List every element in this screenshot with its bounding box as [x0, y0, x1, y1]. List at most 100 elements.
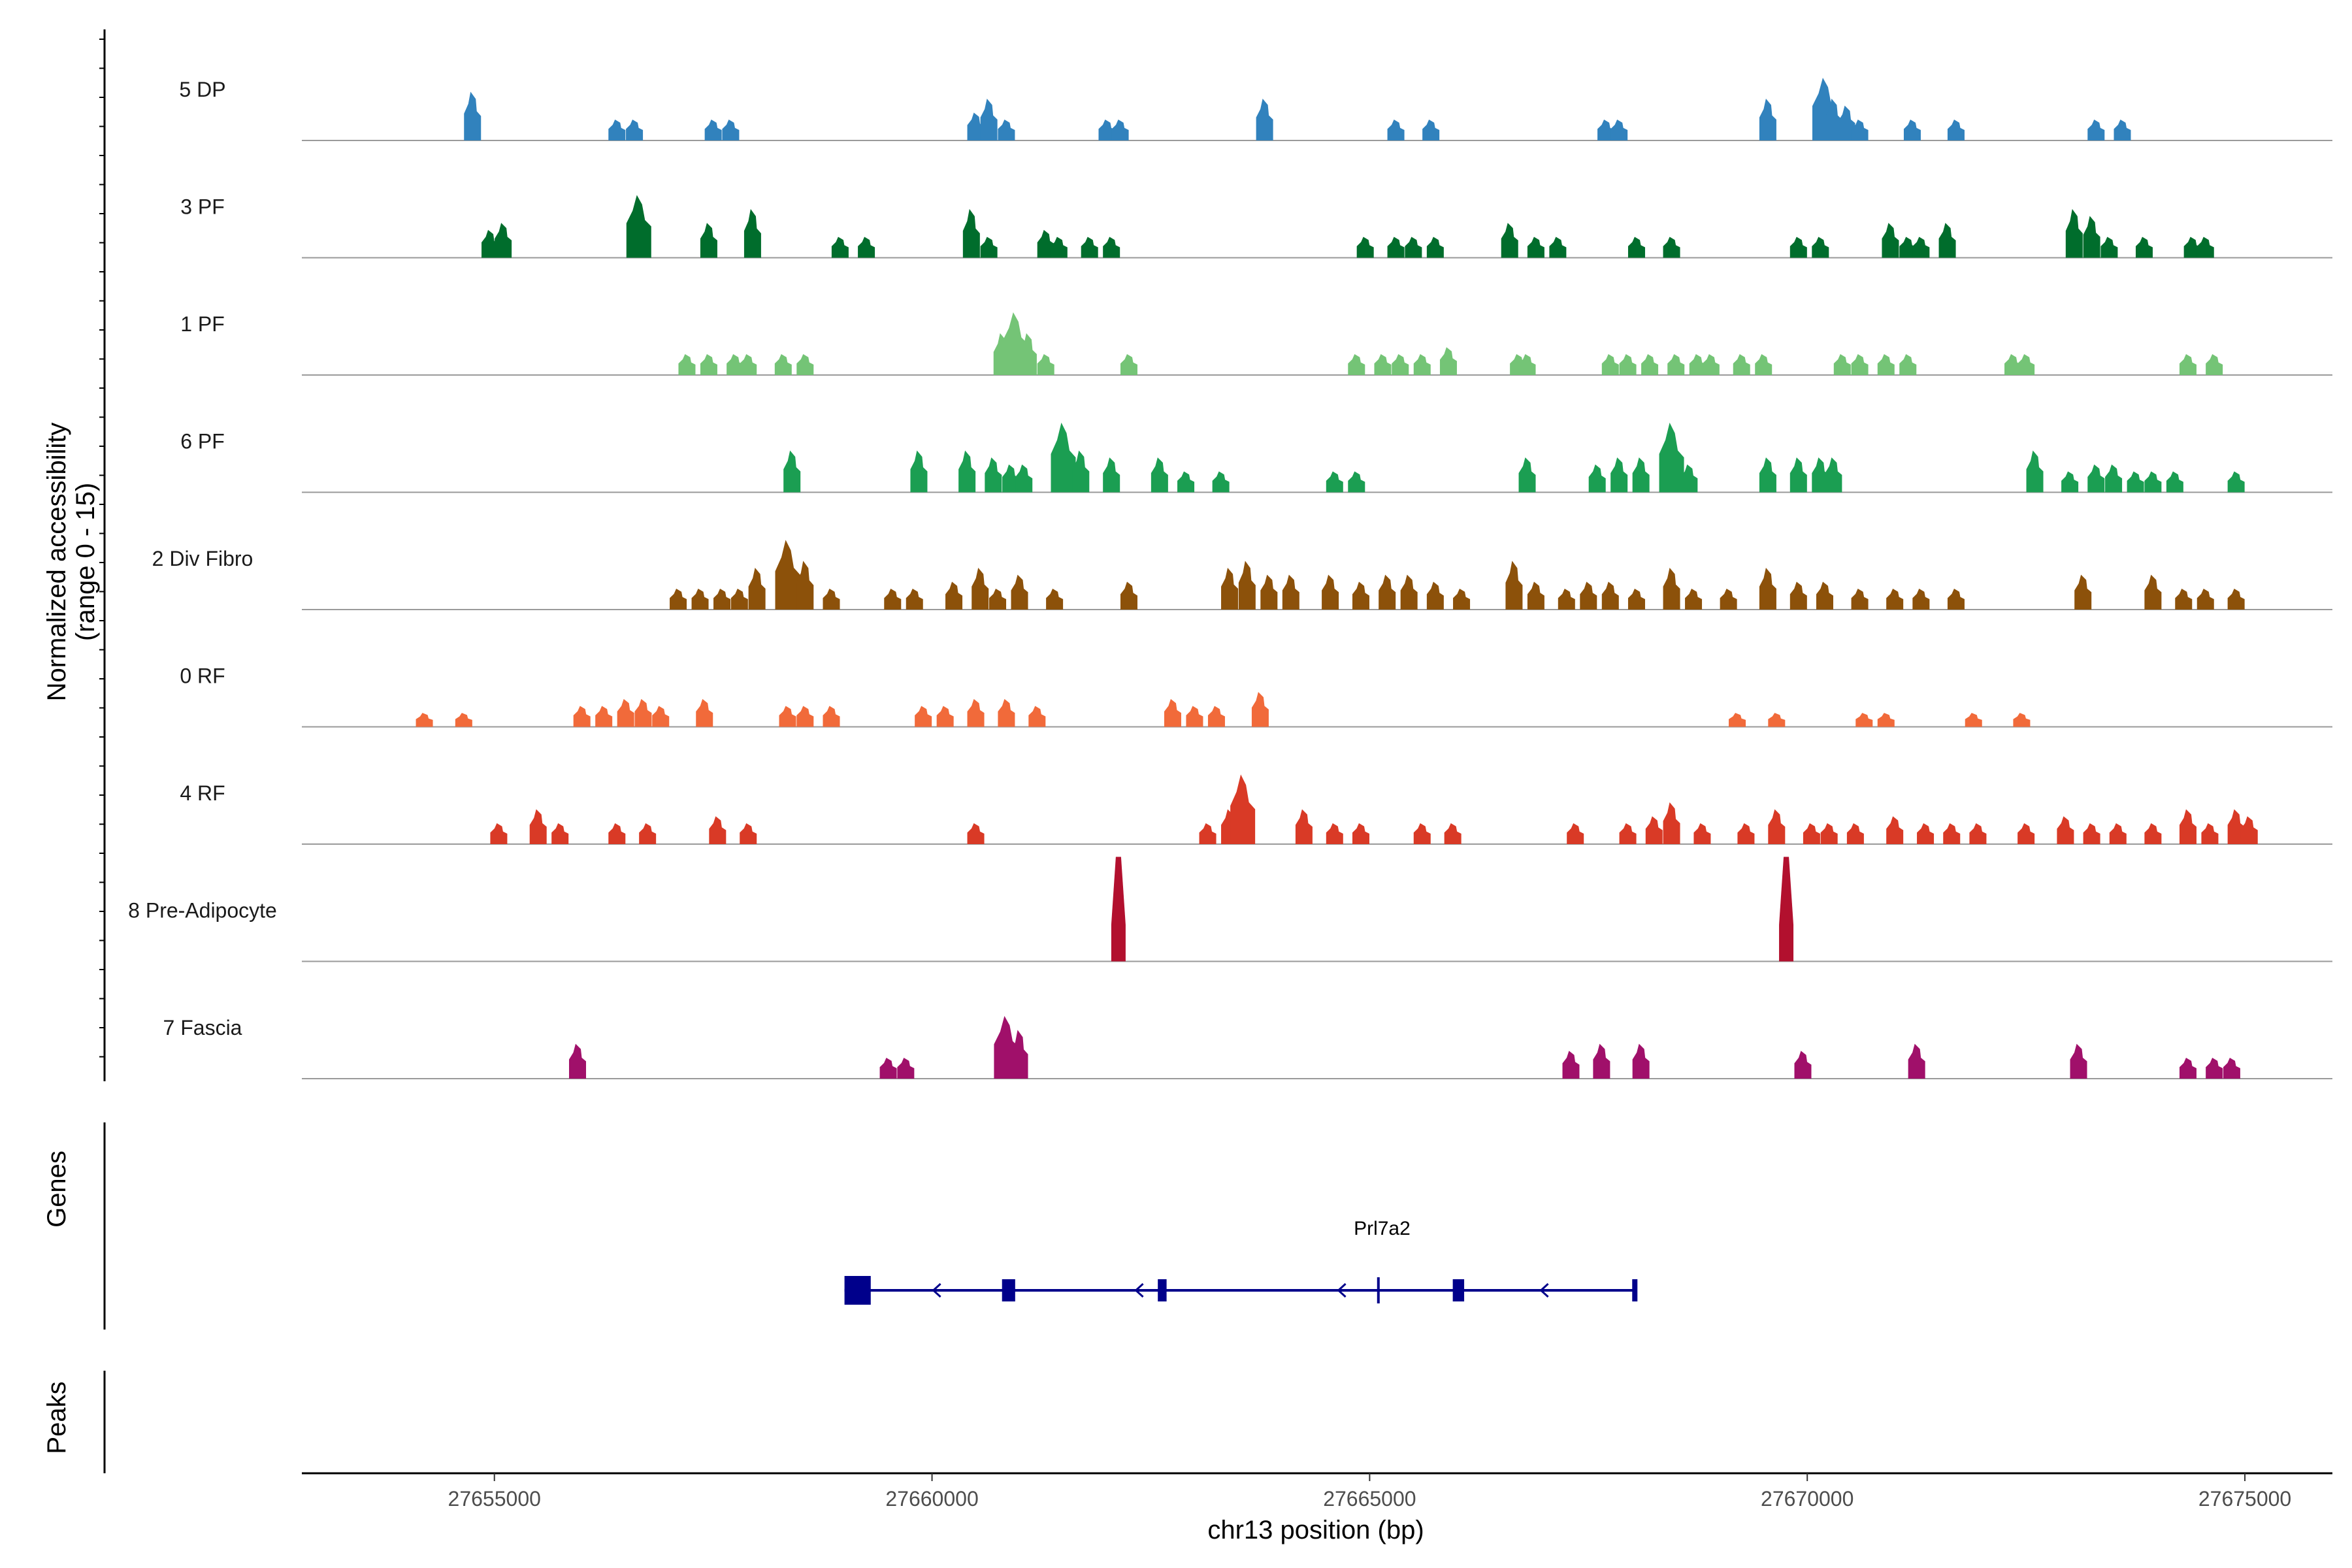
coverage-peak — [1851, 354, 1869, 375]
coverage-peak — [490, 823, 508, 844]
gene-exon — [1002, 1279, 1015, 1301]
track-label: 1 PF — [180, 312, 225, 336]
coverage-peak — [2074, 574, 2092, 610]
track-label: 0 RF — [180, 664, 225, 688]
coverage-peak — [1260, 574, 1278, 610]
coverage-peak — [652, 706, 670, 727]
coverage-peak — [743, 208, 761, 258]
coverage-peak — [1729, 713, 1746, 727]
coverage-peak — [1601, 354, 1619, 375]
coverage-peak — [1011, 574, 1028, 610]
coverage-peak — [1632, 1043, 1650, 1079]
coverage-peak — [1851, 120, 1869, 140]
coverage-peak — [779, 706, 796, 727]
coverage-peak — [2017, 354, 2035, 375]
coverage-peak — [1943, 823, 1961, 844]
coverage-peak — [2183, 237, 2201, 258]
coverage-peak — [2201, 823, 2219, 844]
coverage-peak — [2004, 354, 2022, 375]
track-label: 4 RF — [180, 781, 225, 805]
coverage-peak — [2114, 120, 2131, 140]
coverage-peak — [700, 223, 717, 258]
coverage-peak — [1720, 589, 1737, 610]
coverage-peak — [1965, 713, 1982, 727]
strand-chevron — [1337, 1282, 1347, 1298]
coverage-peak — [1917, 823, 1935, 844]
coverage-peak — [691, 589, 709, 610]
track-8-pre-adipocyte: 8 Pre-Adipocyte — [128, 857, 2332, 962]
coverage-peak — [1846, 823, 1864, 844]
coverage-peak — [1803, 823, 1820, 844]
coverage-peak — [1759, 457, 1776, 493]
coverage-peak — [2227, 471, 2245, 493]
coverage-peak — [416, 713, 433, 727]
genes-track-title: Genes — [42, 1151, 71, 1228]
coverage-peak — [1768, 809, 1786, 844]
coverage-peak — [2175, 589, 2193, 610]
coverage-peak — [998, 698, 1015, 727]
coverage-peak — [972, 568, 989, 610]
coverage-peak — [1825, 457, 1842, 493]
coverage-peak — [1103, 457, 1120, 493]
coverage-peak — [2223, 1058, 2240, 1079]
coverage-peak — [704, 120, 722, 140]
coverage-peak — [1352, 581, 1369, 610]
coverage-peak — [1632, 457, 1650, 493]
coverage-peak — [1947, 120, 1965, 140]
coverage-peak — [1820, 823, 1838, 844]
coverage-peak — [2087, 120, 2105, 140]
coverage-peak — [1680, 464, 1698, 493]
track-label: 3 PF — [180, 195, 225, 219]
coverage-peak — [1379, 574, 1396, 610]
coverage-peak — [774, 354, 792, 375]
coverage-peak — [1037, 229, 1054, 258]
coverage-peak — [1322, 574, 1339, 610]
coverage-peak — [967, 823, 985, 844]
coverage-peak — [1597, 120, 1615, 140]
coverage-peak — [1685, 589, 1703, 610]
coverage-peak — [1689, 354, 1707, 375]
coverage-peak — [568, 1043, 586, 1079]
coverage-peak — [1081, 237, 1098, 258]
coverage-peak — [1580, 581, 1597, 610]
track-label: 6 PF — [180, 430, 225, 453]
coverage-peak — [1641, 354, 1659, 375]
coverage-peak — [2179, 1058, 2197, 1079]
coverage-peak — [1050, 237, 1068, 258]
coverage-peak — [1549, 237, 1567, 258]
gene-exon — [1452, 1279, 1465, 1301]
coverage-peak — [1663, 237, 1680, 258]
track-label: 5 DP — [179, 78, 225, 101]
coverage-peak — [1737, 823, 1755, 844]
coverage-peak — [906, 589, 923, 610]
coverage-peak — [1789, 457, 1807, 493]
coverage-peak — [1444, 823, 1462, 844]
strand-chevron — [1539, 1282, 1549, 1298]
track-label: 8 Pre-Adipocyte — [128, 899, 277, 923]
coverage-peak — [2227, 809, 2245, 844]
track-0-rf: 0 RF — [180, 664, 2332, 728]
coverage-peak — [1439, 347, 1457, 375]
coverage-peak — [2166, 471, 2183, 493]
coverage-peak — [1645, 816, 1663, 844]
coverage-peak — [1238, 561, 1256, 610]
coverage-peak — [1046, 589, 1064, 610]
coverage-peak — [823, 706, 840, 727]
coverage-peak — [1733, 354, 1750, 375]
coverage-peak — [2070, 1043, 2087, 1079]
gene-exon — [1158, 1279, 1167, 1301]
coverage-peak — [1601, 581, 1619, 610]
coverage-peak — [1899, 354, 1917, 375]
coverage-peak — [1912, 589, 1930, 610]
coverage-peak — [634, 698, 652, 727]
x-axis: 27655000 27660000 27665000 27670000 27675000 — [302, 1472, 2332, 1511]
coverage-peak — [713, 589, 731, 610]
coverage-peak — [1899, 237, 1917, 258]
coverage-peak — [2179, 354, 2197, 375]
coverage-peak — [1098, 120, 1116, 140]
coverage-peak — [1816, 581, 1833, 610]
coverage-peak — [1230, 774, 1256, 844]
x-tick-label: 27655000 — [448, 1487, 541, 1511]
coverage-peak — [1251, 692, 1269, 727]
